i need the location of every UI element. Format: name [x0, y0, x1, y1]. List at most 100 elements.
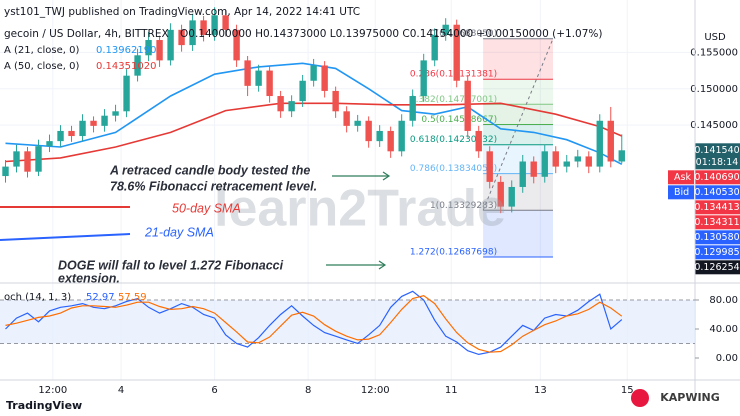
- candle-body: [376, 130, 383, 142]
- sma21-legend-value: 0.13962190: [96, 45, 156, 56]
- side-label-box: [668, 185, 694, 200]
- candle-body: [277, 96, 284, 112]
- sma21-legend: A (21, close, 0): [4, 45, 79, 56]
- candle-body: [134, 55, 141, 76]
- published: yst101_TWJ published on TradingView.com,…: [4, 6, 360, 18]
- price-label: 0.129985: [694, 247, 739, 258]
- candle-body: [486, 151, 493, 182]
- sma50-legend: A (50, close, 0): [4, 61, 79, 72]
- y-tick-label: 0.155000: [690, 47, 738, 58]
- arrow-head: [382, 171, 391, 181]
- candle-body: [145, 40, 152, 56]
- candle-body: [310, 65, 317, 81]
- candle-body: [266, 70, 273, 97]
- price-label: 0.134413: [694, 202, 739, 213]
- candle-body: [68, 130, 75, 137]
- candle-body: [167, 29, 174, 61]
- price-label-box: [695, 170, 740, 185]
- main-pane: 0.145000 0.150000 0.155000 12:00 4 6 8 12:00 11 1…: [0, 0, 740, 396]
- price-label-box: [695, 143, 740, 170]
- candle-body: [497, 181, 504, 207]
- candle-body: [101, 115, 108, 126]
- x-tick-label: 6: [211, 385, 217, 396]
- annotation: 78.6% Fibonacci retracement level.: [110, 179, 317, 193]
- candle-body: [365, 120, 372, 142]
- arrow-head: [378, 260, 387, 270]
- fib-zone: [483, 38, 553, 80]
- stoch-d-value: 57.59: [118, 292, 147, 303]
- annotation: DOGE will fall to level 1.272 Fibonacci: [58, 258, 284, 272]
- price-label-box: [695, 230, 740, 245]
- candle-body: [387, 130, 394, 152]
- price-label: 0.140690: [694, 172, 739, 183]
- annotation: A retraced candle body tested the: [109, 163, 310, 177]
- x-tick-label: 4: [118, 385, 124, 396]
- side-label: Bid: [674, 187, 689, 198]
- candle-body: [123, 75, 130, 112]
- stoch-pane: 0.00 40.00 80.00: [0, 290, 738, 364]
- price-label-box: [695, 185, 740, 200]
- price-label: 0.126254: [694, 262, 739, 273]
- candle-body: [541, 151, 548, 177]
- fib-zone: [483, 79, 553, 105]
- candle-body: [420, 60, 427, 97]
- fib-zone: [483, 173, 553, 211]
- axis-unit: USD: [704, 32, 726, 43]
- candle-body: [585, 156, 592, 167]
- price-label: 0.130580: [694, 232, 739, 243]
- candle-body: [178, 29, 185, 46]
- candle-body: [2, 166, 9, 177]
- symbol: gecoin / US Dollar, 4h, BITTREX: [4, 28, 169, 40]
- candle-body: [343, 111, 350, 126]
- candle-body: [112, 111, 119, 116]
- candle-body: [156, 40, 163, 61]
- candle-body: [596, 120, 603, 167]
- candle-body: [46, 141, 53, 147]
- annotation: 21-day SMA: [144, 225, 214, 239]
- candle-body: [244, 60, 251, 86]
- fib-zone: [483, 210, 553, 257]
- annotation: extension.: [58, 271, 120, 285]
- candle-body: [332, 90, 339, 112]
- candle-body: [288, 101, 295, 112]
- footer-brand: TradingView: [6, 399, 82, 412]
- fib-label: 0.5(0.14508667): [421, 115, 497, 125]
- candle-body: [255, 70, 262, 86]
- candle-body: [508, 186, 515, 207]
- fib-label: 1.272(0.12687698): [410, 247, 497, 257]
- price-label: 0.140530: [694, 187, 739, 198]
- x-tick-label: 15: [621, 385, 634, 396]
- legend-line: [0, 233, 131, 241]
- fib-trend: [482, 38, 554, 211]
- candle-body: [200, 20, 207, 35]
- price-label-box: [695, 245, 740, 260]
- fib-label: 0.786(0.13834059): [410, 164, 497, 174]
- candle-body: [475, 130, 482, 152]
- price-label-box: [695, 200, 740, 215]
- side-label: Ask: [674, 172, 691, 183]
- candle-body: [607, 120, 614, 162]
- price-label-box: [695, 260, 740, 275]
- candle-body: [321, 65, 328, 91]
- price-label: 0.141540: [694, 145, 739, 156]
- fib-label: 0.618(0.14230332): [410, 135, 497, 145]
- candle-body: [233, 29, 240, 61]
- x-tick-label: 8: [305, 385, 311, 396]
- candle-body: [79, 120, 86, 137]
- candle-body: [398, 120, 405, 152]
- countdown: 01:18:14: [696, 157, 739, 168]
- candle-body: [13, 151, 20, 167]
- stoch-line: [5, 295, 623, 353]
- y-tick-label: 40.00: [709, 324, 738, 335]
- x-tick-label: 12:00: [361, 385, 390, 396]
- fib-zone: [483, 144, 553, 174]
- candle-body: [464, 80, 471, 131]
- candle-body: [90, 120, 97, 126]
- x-tick-label: 11: [445, 385, 458, 396]
- stoch-legend: och (14, 1, 3): [4, 292, 71, 303]
- fib-zone: [483, 104, 553, 125]
- candle-body: [453, 24, 460, 81]
- y-tick-label: 0.145000: [690, 120, 738, 131]
- candle-body: [618, 150, 625, 162]
